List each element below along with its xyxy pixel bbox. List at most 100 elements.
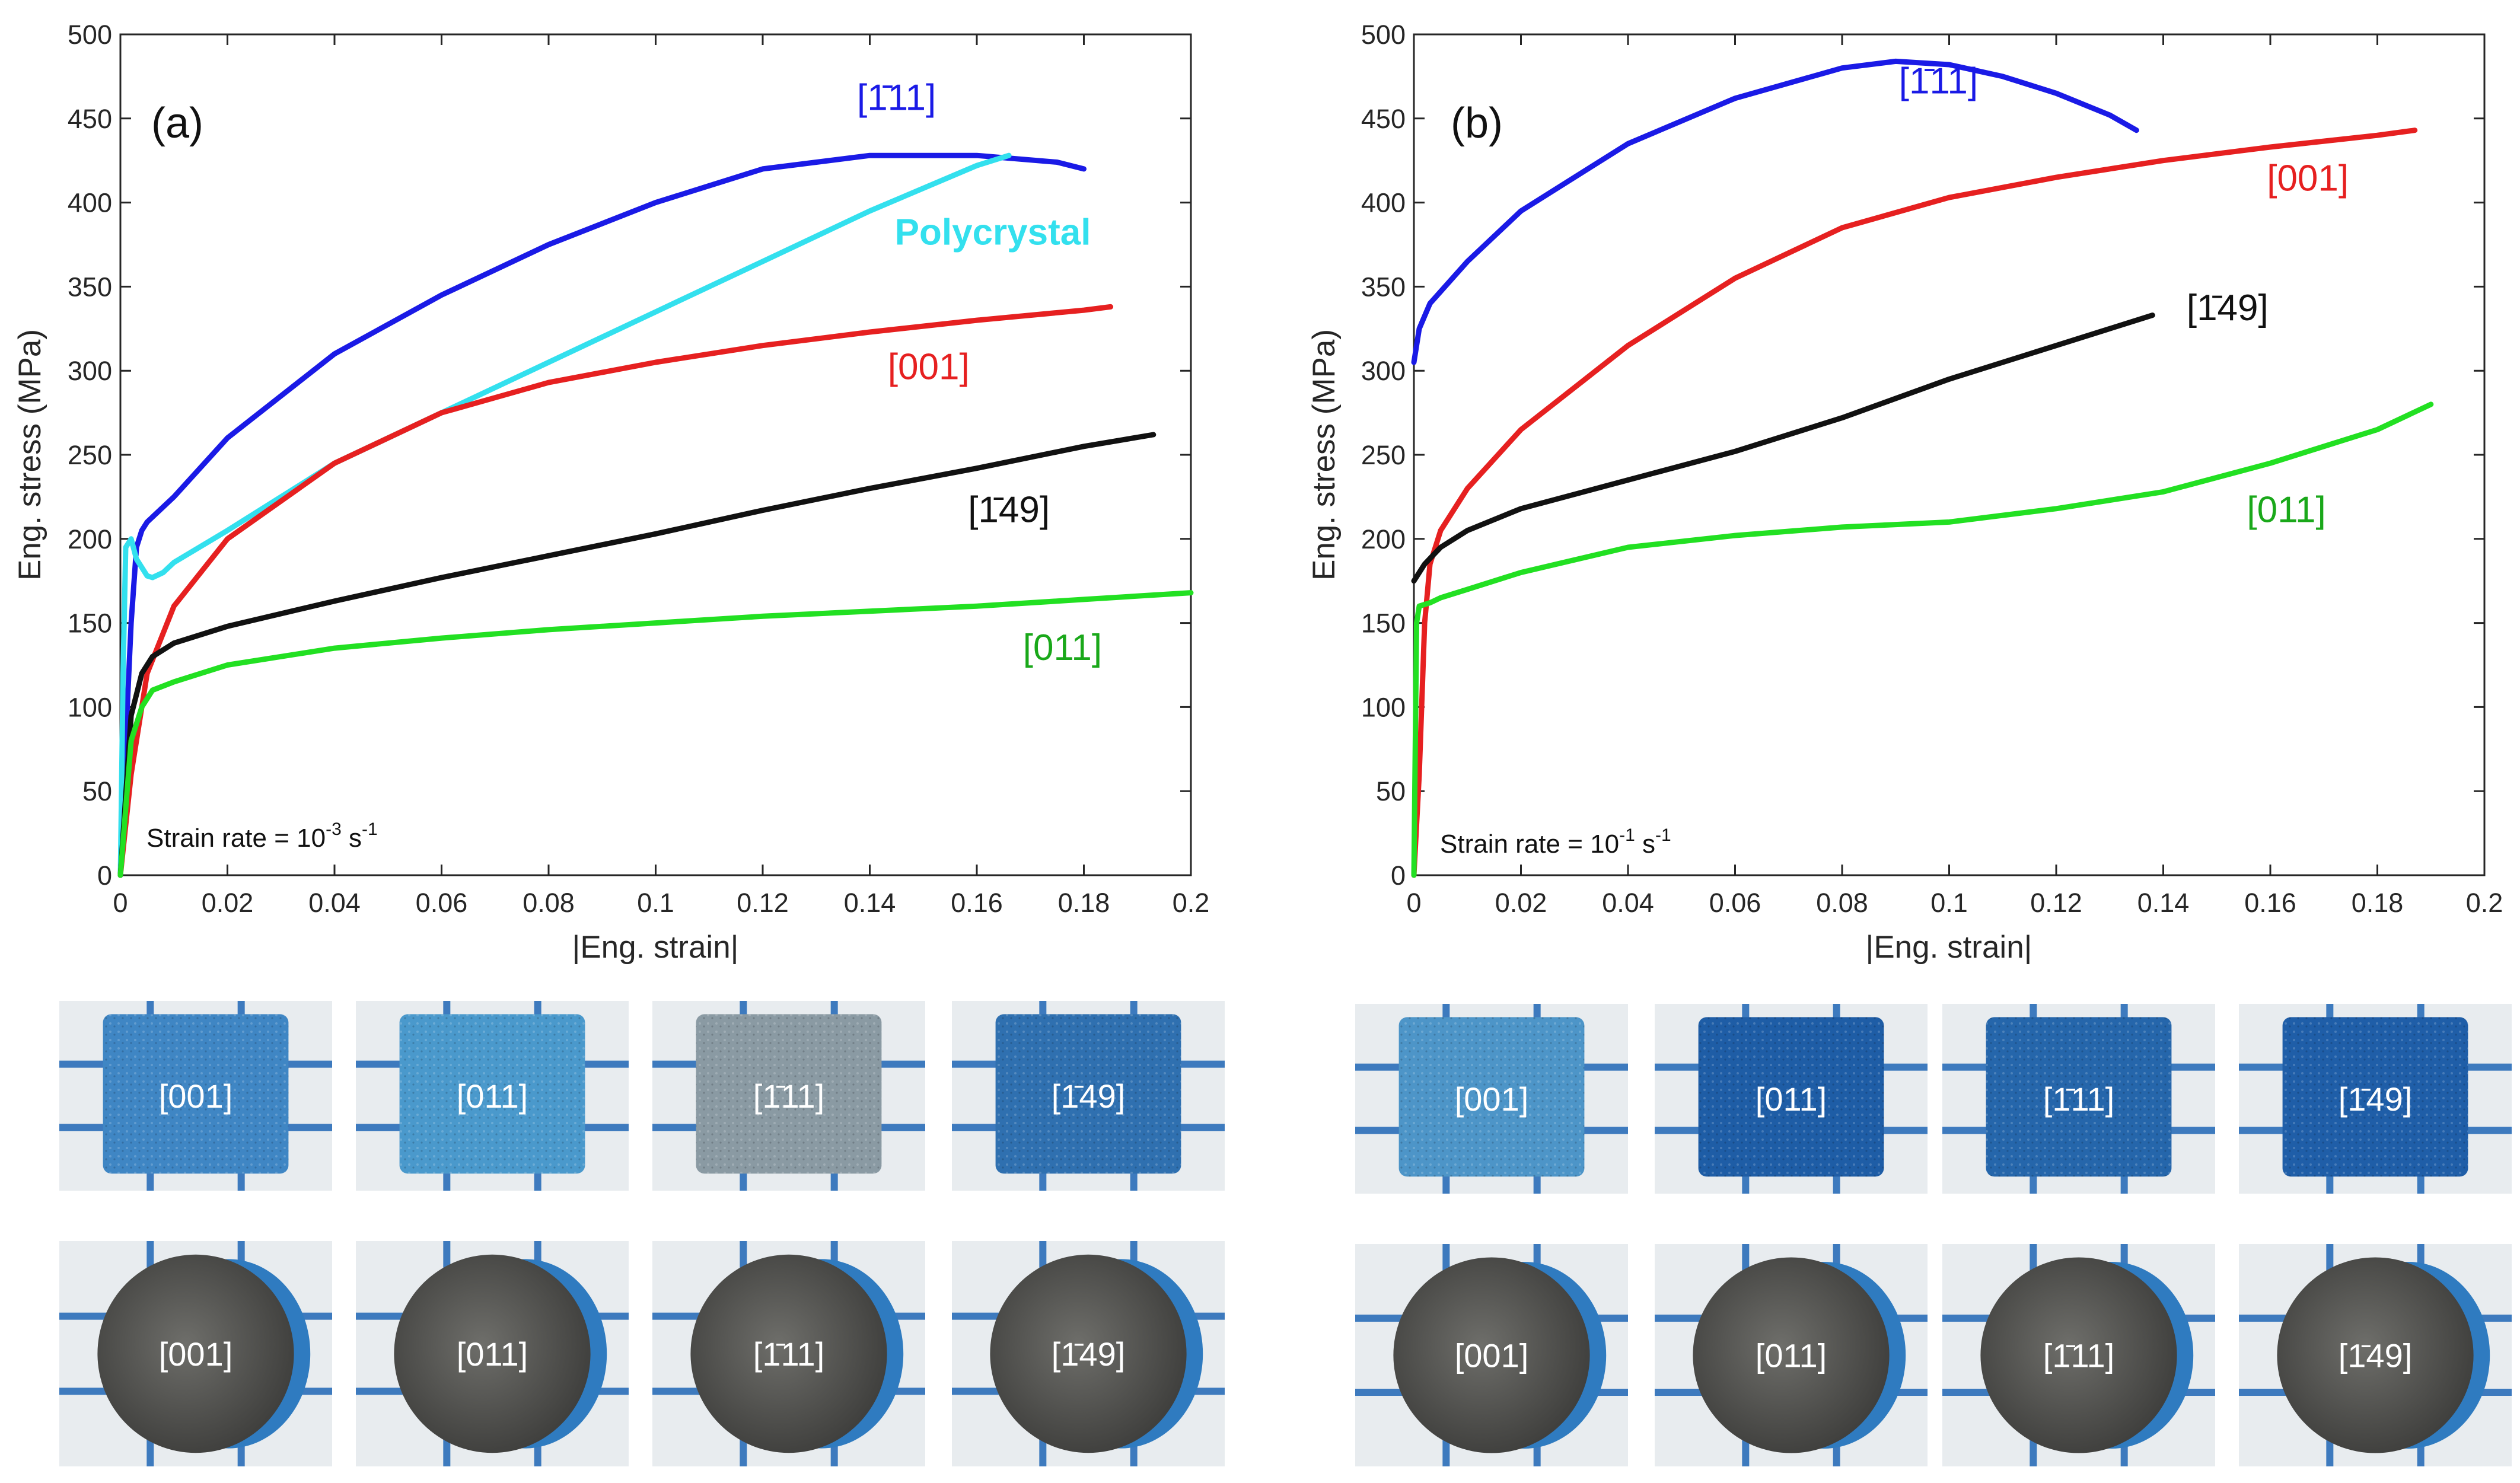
x-tick-label: 0.04 <box>308 888 361 918</box>
y-axis-label-b: Eng. stress (MPa) <box>1307 329 1342 581</box>
y-tick-label: 450 <box>1361 104 1406 134</box>
y-tick-label: 200 <box>1361 524 1406 554</box>
specimen-photo-top: [1̄11] <box>652 1241 925 1466</box>
y-tick-label: 100 <box>1361 692 1406 722</box>
series-label: [011] <box>1023 627 1102 668</box>
specimen-texture <box>103 1014 289 1174</box>
series-b <box>1411 58 2434 878</box>
specimen-texture <box>995 1014 1181 1174</box>
x-tick-label: 0.02 <box>202 888 254 918</box>
y-tick-label: 150 <box>68 608 112 639</box>
x-tick-label: 0.12 <box>737 888 789 918</box>
x-tick-label: 0.1 <box>1930 888 1968 918</box>
series-label: [001] <box>888 346 970 387</box>
series-a <box>117 152 1194 878</box>
series-line-001 <box>1411 127 2418 878</box>
specimen-photo-top: [001] <box>59 1241 332 1466</box>
specimen-texture <box>399 1014 585 1174</box>
series-label: [1̄49] <box>2187 288 2269 329</box>
strain-rate-a: Strain rate = 10-3 s-1 <box>146 819 378 853</box>
series-label: [011] <box>2247 489 2325 530</box>
orientation-label: [1̄11] <box>753 1335 824 1373</box>
specimen-photos: [001] [011] [1̄11] [1̄49] [001] [011] [1̄11] [1… <box>59 1001 2512 1466</box>
chart-b: 0 0.02 0.04 0.06 0.08 0.1 0.12 0.14 0.16 0.18 0.2 0… <box>1307 20 2503 965</box>
specimen-texture <box>1698 1017 1884 1177</box>
y-tick-label: 150 <box>1361 608 1406 639</box>
labels-a: [1̄11] Polycrystal [001] [1̄49] [011] <box>857 78 1102 668</box>
y-tick-label: 0 <box>1391 860 1406 891</box>
panel-tag-b: (b) <box>1451 100 1503 147</box>
x-tick-label: 0.04 <box>1602 888 1654 918</box>
orientation-label: [011] <box>457 1335 528 1373</box>
specimen-end-face <box>1693 1257 1890 1453</box>
orientation-label: [011] <box>457 1077 528 1115</box>
specimen-end-face <box>2277 1257 2474 1453</box>
specimen-photo-side: [001] <box>1355 1004 1628 1194</box>
x-tick-label: 0.1 <box>637 888 674 918</box>
orientation-label: [001] <box>159 1077 233 1115</box>
orientation-label: [001] <box>1455 1337 1529 1374</box>
y-tick-label: 100 <box>68 692 112 722</box>
y-tick-label: 450 <box>68 104 112 134</box>
y-tick-label: 400 <box>68 188 112 218</box>
specimen-photo-top: [011] <box>356 1241 629 1466</box>
specimen-photo-side: [011] <box>356 1001 629 1191</box>
specimen-end-face <box>97 1254 294 1453</box>
orientation-label: [001] <box>1455 1080 1529 1118</box>
series-label: [1̄11] <box>857 78 936 119</box>
specimen-photo-top: [001] <box>1355 1244 1628 1466</box>
specimen-end-face <box>394 1254 591 1453</box>
x-tick-label: 0.2 <box>2466 888 2503 918</box>
x-tick-label: 0.06 <box>1709 888 1761 918</box>
specimen-texture <box>1398 1017 1585 1177</box>
panel-tag-a: (a) <box>151 100 203 147</box>
ticks-b: 0 0.02 0.04 0.06 0.08 0.1 0.12 0.14 0.16 0.18 0.2 0… <box>1361 20 2503 918</box>
orientation-label: [011] <box>1756 1337 1827 1374</box>
orientation-label: [1̄11] <box>2043 1337 2114 1374</box>
strain-rate-b: Strain rate = 10-1 s-1 <box>1440 825 1671 859</box>
x-tick-label: 0.08 <box>1816 888 1868 918</box>
series-line-149 <box>117 432 1157 878</box>
x-tick-label: 0 <box>1406 888 1421 918</box>
specimen-end-face <box>690 1254 887 1453</box>
specimen-photo-side: [1̄49] <box>2239 1004 2512 1194</box>
y-tick-label: 400 <box>1361 188 1406 218</box>
orientation-label: [1̄11] <box>753 1077 824 1115</box>
specimen-photo-side: [011] <box>1655 1004 1928 1194</box>
series-label: [1̄49] <box>968 489 1050 530</box>
x-tick-label: 0.18 <box>2352 888 2404 918</box>
series-line-111 <box>1411 58 2139 365</box>
y-tick-label: 350 <box>1361 272 1406 302</box>
y-axis-label-a: Eng. stress (MPa) <box>12 329 47 581</box>
specimen-photo-top: [1̄49] <box>2239 1244 2512 1466</box>
x-tick-label: 0.16 <box>2244 888 2296 918</box>
orientation-label: [1̄11] <box>2043 1080 2114 1118</box>
series-line-polycrystal <box>117 152 1012 878</box>
x-tick-label: 0.14 <box>844 888 896 918</box>
specimen-texture <box>2282 1017 2468 1177</box>
orientation-label: [1̄49] <box>2339 1337 2413 1374</box>
y-tick-label: 0 <box>97 860 112 891</box>
series-line-011 <box>117 590 1194 878</box>
specimen-photo-top: [1̄49] <box>952 1241 1225 1466</box>
y-tick-label: 250 <box>1361 440 1406 470</box>
x-tick-label: 0.02 <box>1495 888 1547 918</box>
y-tick-label: 50 <box>82 776 112 806</box>
series-label: [1̄11] <box>1899 60 1978 101</box>
x-tick-label: 0.2 <box>1173 888 1210 918</box>
specimen-end-face <box>1393 1257 1590 1453</box>
y-tick-label: 500 <box>68 20 112 50</box>
orientation-label: [001] <box>159 1335 233 1373</box>
orientation-label: [1̄49] <box>1052 1335 1126 1373</box>
y-tick-label: 350 <box>68 272 112 302</box>
series-line-011 <box>1411 401 2434 878</box>
x-tick-label: 0.12 <box>2030 888 2082 918</box>
x-axis-label-a: |Eng. strain| <box>572 930 739 965</box>
series-line-111 <box>117 152 1087 878</box>
specimen-photo-side: [1̄11] <box>1942 1004 2215 1194</box>
y-tick-label: 300 <box>1361 356 1406 386</box>
y-tick-label: 200 <box>68 524 112 554</box>
x-axis-label-b: |Eng. strain| <box>1866 930 2032 965</box>
plot-area-a <box>119 33 1192 876</box>
